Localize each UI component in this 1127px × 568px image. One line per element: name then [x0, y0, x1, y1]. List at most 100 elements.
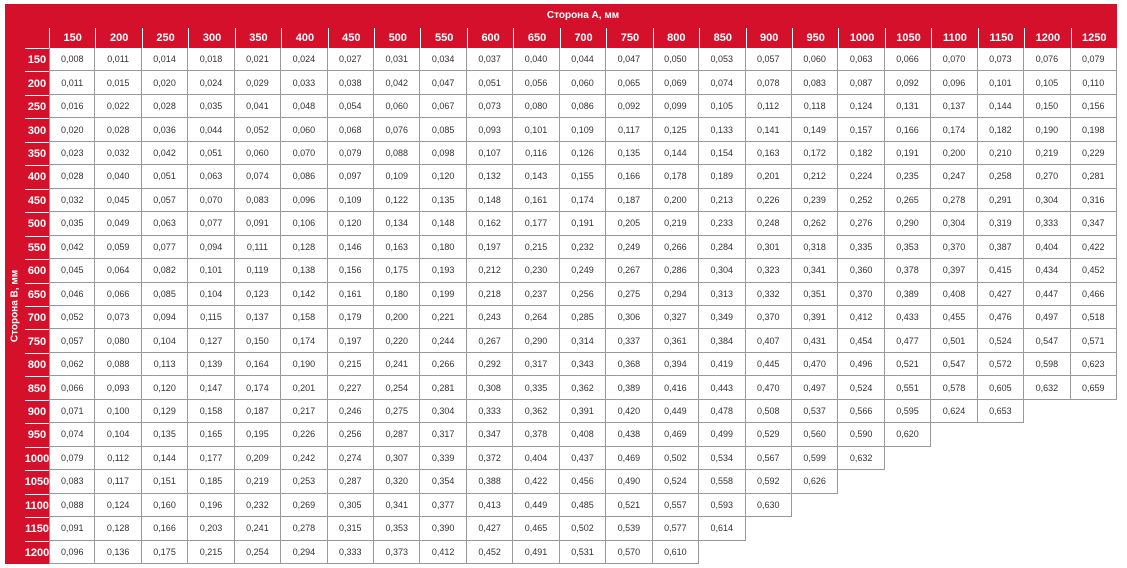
- table-cell: 0,292: [466, 352, 514, 377]
- table-cell: 0,092: [884, 71, 932, 95]
- table-cell: 0,044: [559, 48, 607, 72]
- table-cell: 0,349: [699, 306, 746, 330]
- table-cell: 0,051: [141, 165, 189, 189]
- table-cell: 0,109: [559, 118, 607, 142]
- table-cell: 0,073: [977, 48, 1025, 72]
- table-cell: 0,096: [931, 71, 978, 95]
- table-cell: 0,041: [234, 94, 282, 119]
- table-cell: 0,040: [513, 48, 560, 72]
- column-header: 300: [188, 28, 235, 48]
- table-cell: 0,070: [281, 141, 328, 166]
- row-header: 1050: [25, 470, 49, 494]
- table-cell: 0,133: [699, 118, 746, 142]
- table-cell: 0,187: [234, 399, 282, 424]
- table-cell: 0,567: [745, 446, 792, 471]
- table-cell: 0,253: [281, 470, 328, 494]
- table-cell: 0,404: [513, 446, 560, 471]
- table-cell: 0,104: [95, 423, 142, 447]
- table-cell: 0,161: [513, 188, 560, 213]
- table-cell: 0,137: [234, 306, 282, 330]
- table-cell: 0,304: [1024, 188, 1071, 213]
- table-cell: 0,578: [931, 376, 978, 400]
- table-cell: 0,626: [791, 470, 839, 494]
- table-cell: 0,138: [281, 259, 328, 283]
- table-cell: 0,215: [513, 235, 560, 260]
- table-cell: 0,128: [281, 235, 328, 260]
- table-cell: 0,174: [931, 118, 978, 142]
- table-cell: 0,438: [606, 423, 653, 447]
- table-cell: 0,266: [420, 352, 467, 377]
- table-cell: 0,069: [652, 71, 700, 95]
- table-cell: 0,088: [95, 352, 142, 377]
- table-cell: 0,098: [420, 141, 467, 166]
- table-cell: 0,047: [420, 71, 467, 95]
- table-cell: 0,144: [652, 141, 700, 166]
- table-cell: 0,630: [745, 493, 792, 518]
- table-cell: 0,557: [652, 493, 700, 518]
- table-cell: 0,160: [141, 493, 189, 518]
- table-cell: 0,162: [466, 212, 514, 236]
- table-cell: 0,219: [652, 212, 700, 236]
- table-cell: 0,221: [420, 306, 467, 330]
- table-cell: 0,391: [791, 306, 839, 330]
- table-cell: 0,431: [791, 329, 839, 353]
- table-cell: 0,276: [838, 212, 885, 236]
- table-cell: 0,518: [1070, 306, 1117, 330]
- table-cell: 0,485: [559, 493, 607, 518]
- table-cell: 0,174: [559, 188, 607, 213]
- table-cell: 0,088: [374, 141, 421, 166]
- table-cell: 0,452: [1070, 259, 1117, 283]
- row-header: 400: [25, 165, 49, 189]
- table-cell: 0,317: [420, 423, 467, 447]
- table-cell: 0,497: [1024, 306, 1071, 330]
- table-cell: 0,018: [188, 48, 235, 72]
- row-header: 250: [25, 94, 49, 119]
- table-cell: 0,266: [652, 235, 700, 260]
- row-header: 700: [25, 306, 49, 330]
- table-cell: 0,106: [281, 212, 328, 236]
- table-cell: 0,499: [699, 423, 746, 447]
- table-cell: 0,035: [49, 212, 96, 236]
- table-cell: 0,267: [606, 259, 653, 283]
- table-cell: 0,278: [281, 517, 328, 541]
- table-cell: 0,070: [931, 48, 978, 72]
- table-cell: 0,337: [606, 329, 653, 353]
- table-cell: 0,091: [49, 517, 96, 541]
- table-cell: 0,094: [141, 306, 189, 330]
- table-cell: 0,137: [931, 94, 978, 119]
- data-table: Сторона А, мм Сторона В, мм 150 200 250 300…: [5, 4, 1117, 564]
- table-cell: 0,062: [49, 352, 96, 377]
- table-cell: 0,187: [606, 188, 653, 213]
- table-cell: 0,318: [791, 235, 839, 260]
- table-cell: 0,082: [141, 259, 189, 283]
- table-cell: 0,191: [559, 212, 607, 236]
- table-cell: 0,124: [838, 94, 885, 119]
- table-cell: 0,045: [49, 259, 96, 283]
- table-cell: 0,219: [234, 470, 282, 494]
- row-header: 300: [25, 118, 49, 142]
- table-cell: 0,112: [95, 446, 142, 471]
- table-cell: 0,275: [374, 399, 421, 424]
- row-axis-title-bar: Сторона В, мм: [5, 48, 25, 564]
- table-cell: 0,372: [466, 446, 514, 471]
- table-cell: 0,477: [884, 329, 932, 353]
- table-cell: 0,148: [466, 188, 514, 213]
- table-cell: 0,021: [234, 48, 282, 72]
- table-cell: 0,605: [977, 376, 1025, 400]
- table-cell: 0,267: [466, 329, 514, 353]
- table-cell: 0,080: [95, 329, 142, 353]
- column-header: 1250: [1070, 28, 1117, 48]
- table-cell: 0,068: [327, 118, 375, 142]
- row-header: 850: [25, 376, 49, 400]
- table-cell: 0,595: [884, 399, 932, 424]
- table-cell: 0,079: [1070, 48, 1117, 72]
- table-cell: 0,146: [327, 235, 375, 260]
- column-header: 1200: [1024, 28, 1071, 48]
- table-cell: 0,079: [49, 446, 96, 471]
- table-cell: 0,117: [606, 118, 653, 142]
- row-header: 500: [25, 212, 49, 236]
- table-cell: 0,190: [1024, 118, 1071, 142]
- table-cell: 0,320: [374, 470, 421, 494]
- table-cell: 0,118: [791, 94, 839, 119]
- table-cell: 0,175: [141, 540, 189, 564]
